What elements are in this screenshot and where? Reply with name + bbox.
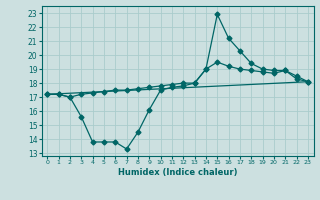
X-axis label: Humidex (Indice chaleur): Humidex (Indice chaleur) <box>118 168 237 177</box>
